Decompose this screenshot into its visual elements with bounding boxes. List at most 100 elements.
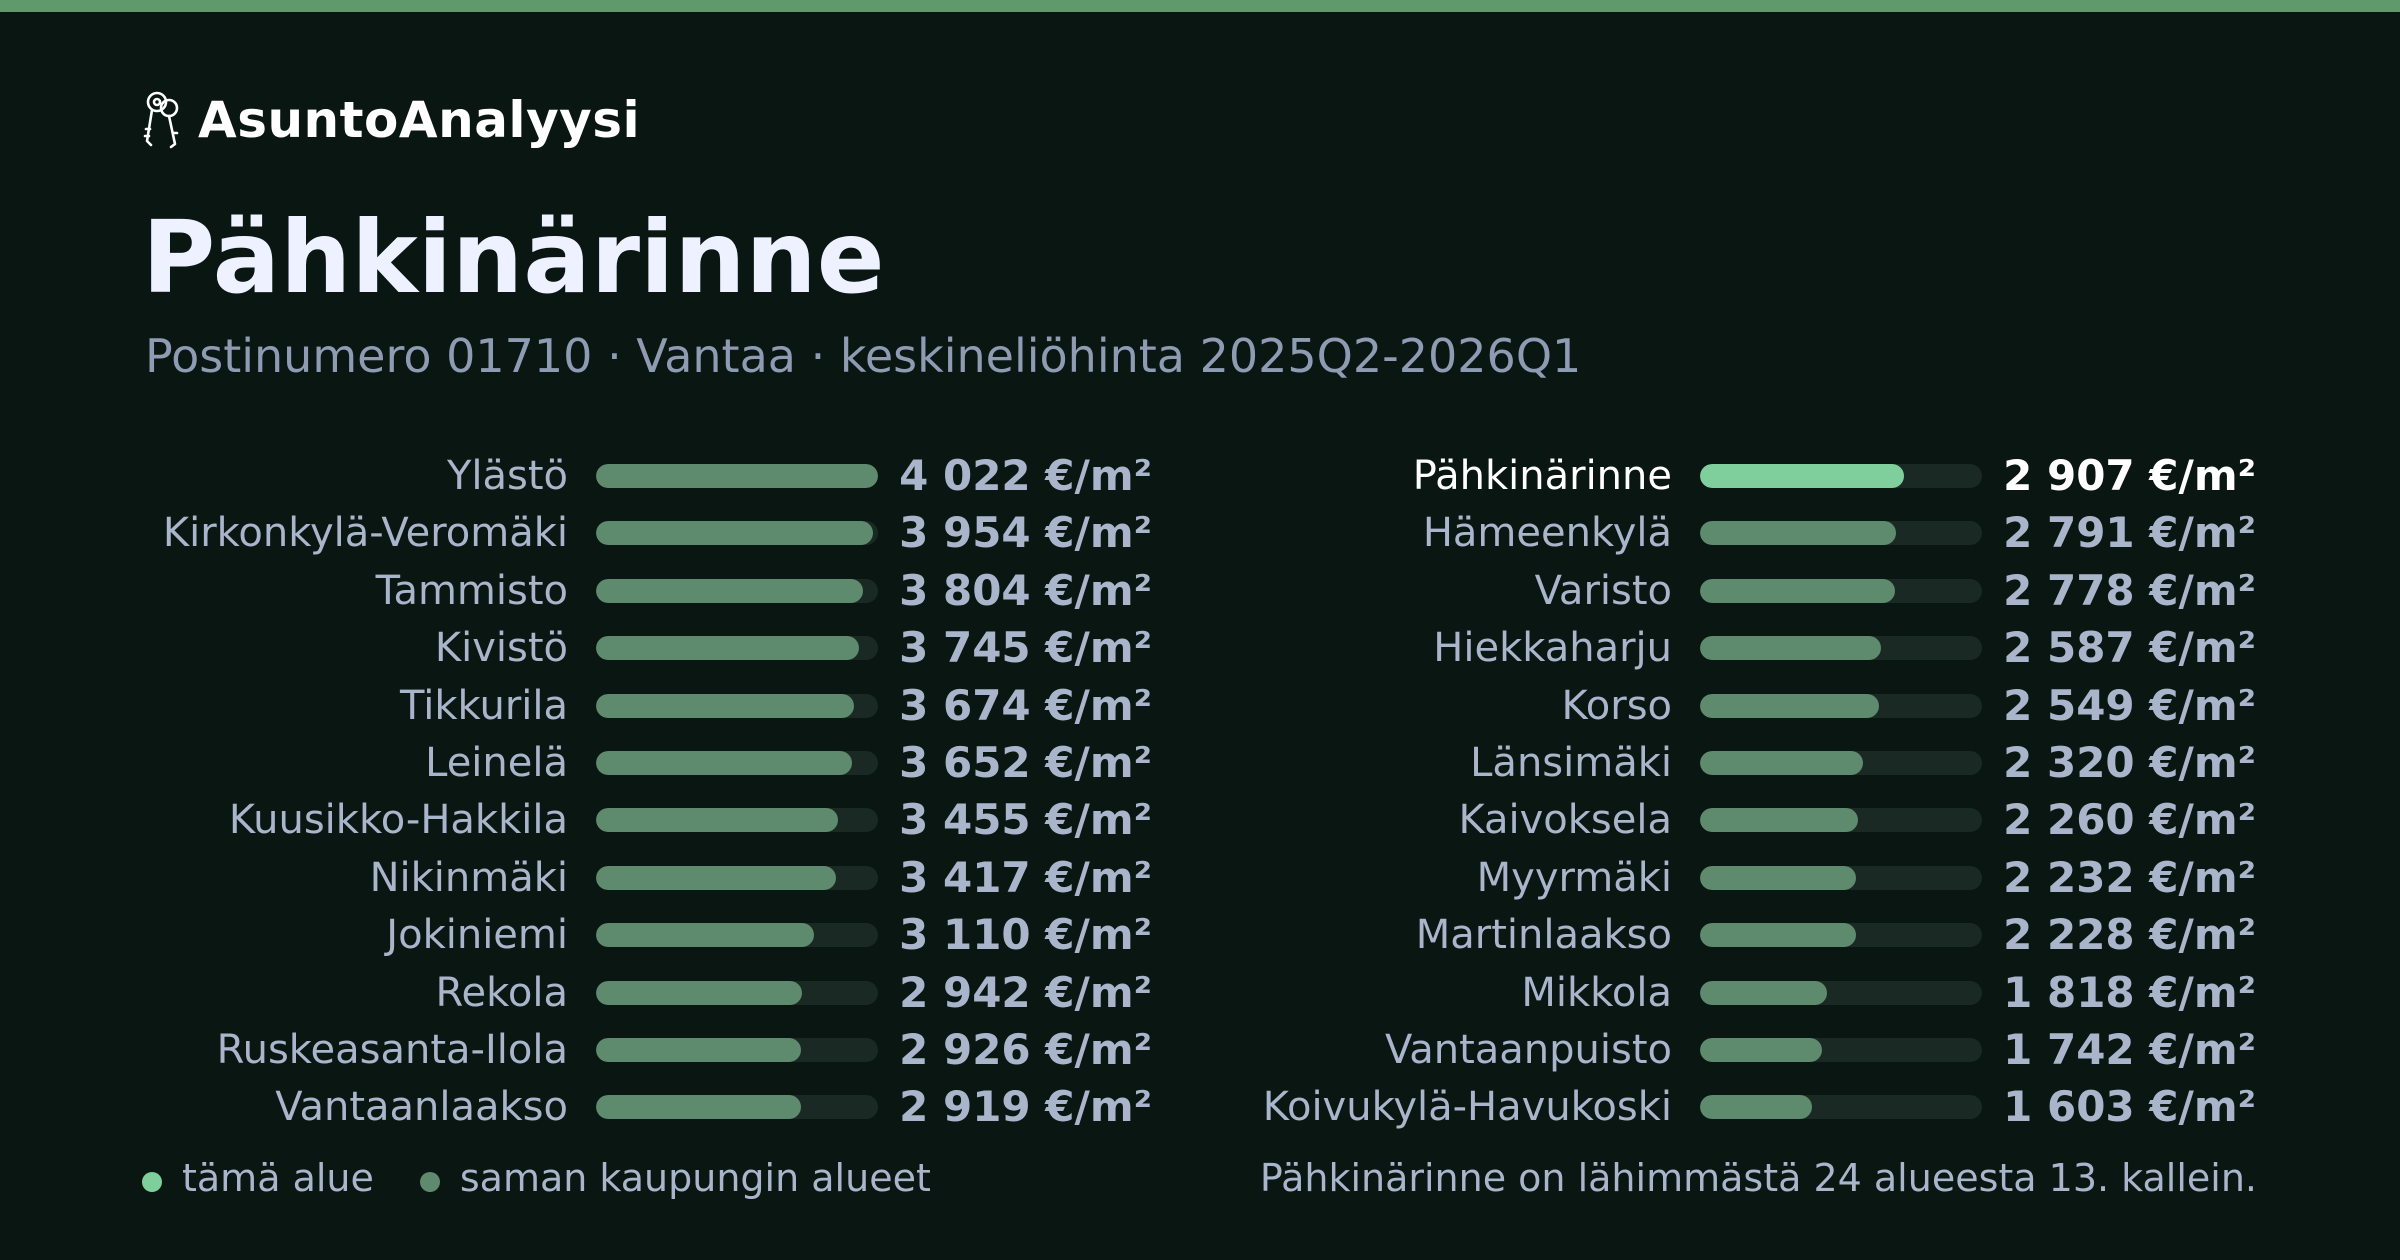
bar-track <box>1700 521 1982 545</box>
bar-fill <box>596 751 852 775</box>
bar-value-label: 2 791 €/m² <box>2003 508 2256 557</box>
bar-value-label: 2 942 €/m² <box>899 968 1152 1017</box>
bar-label: Kivistö <box>434 625 568 671</box>
bar-track <box>596 981 878 1005</box>
bar-label: Kirkonkylä-Veromäki <box>162 510 568 556</box>
bar-track <box>596 808 878 832</box>
bar-fill <box>1700 1038 1822 1062</box>
top-accent-bar <box>0 0 2400 12</box>
bar-value-label: 1 818 €/m² <box>2003 968 2256 1017</box>
bar-value-label: 3 954 €/m² <box>899 508 1152 557</box>
bar-label: Mikkola <box>1521 970 1672 1016</box>
bar-fill <box>596 981 802 1005</box>
bar-track <box>1700 923 1982 947</box>
bar-row: Nikinmäki 3 417 €/m² <box>0 850 1152 906</box>
bar-fill <box>1700 866 1856 890</box>
bar-row: Ruskeasanta-Ilola 2 926 €/m² <box>0 1022 1152 1078</box>
bar-track <box>596 751 878 775</box>
bar-fill <box>596 1038 801 1062</box>
bar-label: Korso <box>1561 683 1672 729</box>
bar-track <box>1700 1038 1982 1062</box>
bar-fill <box>1700 981 1827 1005</box>
bar-fill <box>596 1095 801 1119</box>
bar-row-highlighted: Pähkinärinne 2 907 €/m² <box>0 448 2256 504</box>
bar-row: Varisto 2 778 €/m² <box>0 563 2256 619</box>
bar-fill <box>596 579 863 603</box>
bar-label: Leinelä <box>425 740 568 786</box>
bar-fill <box>1700 464 1904 488</box>
bar-fill <box>596 866 836 890</box>
bar-row: Koivukylä-Havukoski 1 603 €/m² <box>0 1079 2256 1135</box>
bar-fill <box>596 636 859 660</box>
brand-name: AsuntoAnalyysi <box>198 91 641 149</box>
bar-track <box>1700 636 1982 660</box>
bar-label: Jokiniemi <box>386 912 568 958</box>
bar-track <box>596 866 878 890</box>
bar-value-label: 3 652 €/m² <box>899 738 1152 787</box>
bar-row: Kirkonkylä-Veromäki 3 954 €/m² <box>0 505 1152 561</box>
bar-fill <box>1700 923 1856 947</box>
bar-row: Korso 2 549 €/m² <box>0 678 2256 734</box>
page-title: Pähkinärinne <box>142 199 885 316</box>
bar-fill <box>1700 521 1896 545</box>
bar-row: Rekola 2 942 €/m² <box>0 965 1152 1021</box>
bar-value-label: 3 804 €/m² <box>899 566 1152 615</box>
bar-value-label: 1 603 €/m² <box>2003 1082 2256 1131</box>
legend: tämä alue saman kaupungin alueet <box>142 1150 931 1206</box>
bar-value-label: 2 926 €/m² <box>899 1025 1152 1074</box>
bar-track <box>1700 808 1982 832</box>
page-subtitle: Postinumero 01710 · Vantaa · keskineliöh… <box>145 329 1582 383</box>
bar-label: Koivukylä-Havukoski <box>1262 1084 1672 1130</box>
bar-value-label: 2 587 €/m² <box>2003 623 2256 672</box>
bar-fill <box>1700 1095 1812 1119</box>
bar-track <box>596 923 878 947</box>
bar-row: Jokiniemi 3 110 €/m² <box>0 907 1152 963</box>
bar-value-label: 3 110 €/m² <box>899 910 1152 959</box>
bar-fill <box>1700 636 1881 660</box>
bar-value-label: 2 549 €/m² <box>2003 681 2256 730</box>
bar-row: Vantaanlaakso 2 919 €/m² <box>0 1079 1152 1135</box>
bar-label: Pähkinärinne <box>1412 453 1672 499</box>
bar-track <box>1700 866 1982 890</box>
bar-row: Tikkurila 3 674 €/m² <box>0 678 1152 734</box>
bar-row: Hämeenkylä 2 791 €/m² <box>0 505 2256 561</box>
bar-row: Kivistö 3 745 €/m² <box>0 620 1152 676</box>
bar-value-label: 3 674 €/m² <box>899 681 1152 730</box>
bar-row: Hiekkaharju 2 587 €/m² <box>0 620 2256 676</box>
bar-fill <box>596 464 878 488</box>
bar-row: Mikkola 1 818 €/m² <box>0 965 2256 1021</box>
bar-row: Kuusikko-Hakkila 3 455 €/m² <box>0 792 1152 848</box>
bar-row: Länsimäki 2 320 €/m² <box>0 735 2256 791</box>
bar-value-label: 1 742 €/m² <box>2003 1025 2256 1074</box>
bar-value-label: 3 745 €/m² <box>899 623 1152 672</box>
legend-this-area-label: tämä alue <box>182 1156 374 1200</box>
bar-track <box>596 521 878 545</box>
bar-label: Myyrmäki <box>1476 855 1672 901</box>
bar-row: Myyrmäki 2 232 €/m² <box>0 850 2256 906</box>
bar-fill <box>1700 751 1863 775</box>
bar-track <box>1700 751 1982 775</box>
bar-label: Nikinmäki <box>369 855 568 901</box>
bar-track <box>596 694 878 718</box>
bar-value-label: 2 228 €/m² <box>2003 910 2256 959</box>
bar-fill <box>1700 694 1879 718</box>
bar-value-label: 4 022 €/m² <box>899 451 1152 500</box>
bar-track <box>596 579 878 603</box>
bar-fill <box>1700 579 1895 603</box>
bar-value-label: 2 320 €/m² <box>2003 738 2256 787</box>
bar-row: Martinlaakso 2 228 €/m² <box>0 907 2256 963</box>
bar-value-label: 2 260 €/m² <box>2003 795 2256 844</box>
legend-this-area-swatch <box>142 1172 162 1192</box>
bar-track <box>596 1095 878 1119</box>
ranking-summary: Pähkinärinne on lähimmästä 24 alueesta 1… <box>1259 1156 2257 1200</box>
bar-value-label: 3 455 €/m² <box>899 795 1152 844</box>
bar-row: Kaivoksela 2 260 €/m² <box>0 792 2256 848</box>
bar-value-label: 2 919 €/m² <box>899 1082 1152 1131</box>
bar-label: Varisto <box>1534 568 1672 614</box>
bar-label: Kaivoksela <box>1458 797 1672 843</box>
bar-fill <box>596 808 838 832</box>
legend-other-areas-label: saman kaupungin alueet <box>459 1156 931 1200</box>
bar-track <box>1700 464 1982 488</box>
bar-label: Tikkurila <box>400 683 568 729</box>
bar-label: Tammisto <box>375 568 568 614</box>
